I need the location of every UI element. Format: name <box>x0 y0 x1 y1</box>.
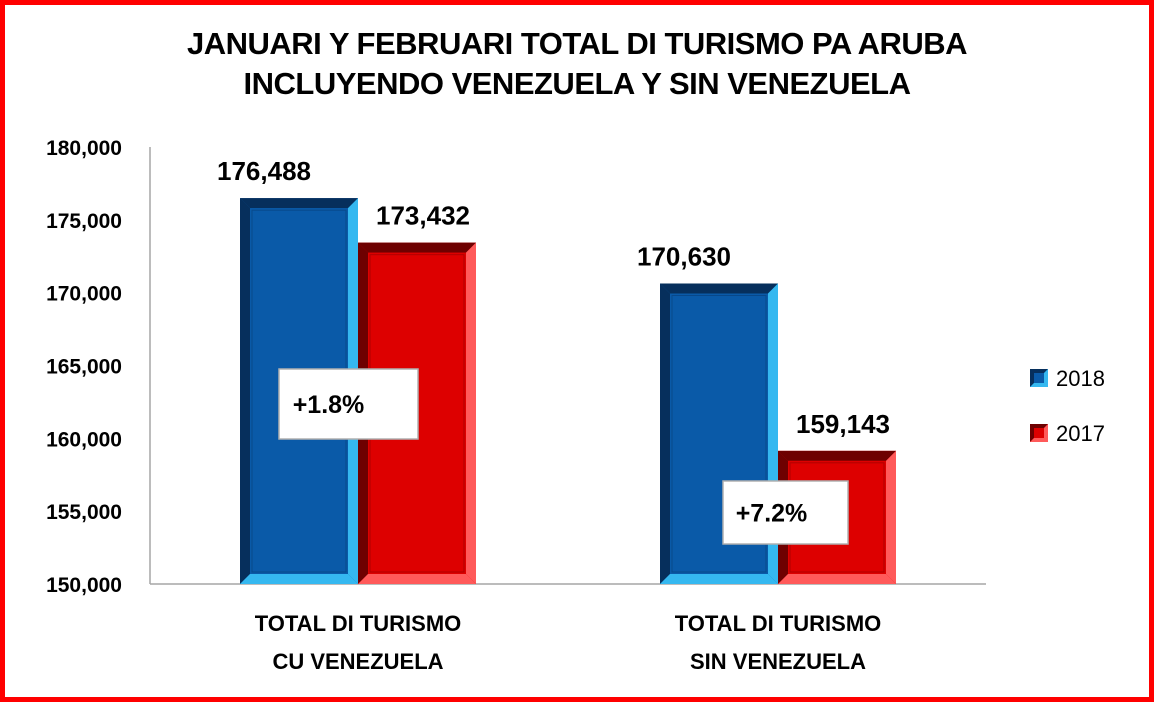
legend-item-2017: 2017 <box>1030 421 1105 446</box>
category-label: TOTAL DI TURISMO <box>255 611 462 636</box>
category-label: TOTAL DI TURISMO <box>675 611 882 636</box>
legend-label: 2018 <box>1056 366 1105 391</box>
legend-label: 2017 <box>1056 421 1105 446</box>
category-label: CU VENEZUELA <box>272 649 443 674</box>
y-tick-label: 155,000 <box>46 501 122 524</box>
growth-annotation: +1.8% <box>278 368 419 440</box>
growth-annotation: +7.2% <box>722 480 849 545</box>
legend-item-2018: 2018 <box>1030 366 1105 391</box>
y-tick-label: 175,000 <box>46 210 122 233</box>
data-label-2018-1: 170,630 <box>637 241 731 271</box>
growth-annotation-text: +1.8% <box>293 391 365 419</box>
y-tick-label: 160,000 <box>46 428 122 451</box>
chart-title-line-1: JANUARI Y FEBRUARI TOTAL DI TURISMO PA A… <box>186 26 968 61</box>
y-tick-label: 150,000 <box>46 574 122 597</box>
chart-title: JANUARI Y FEBRUARI TOTAL DI TURISMO PA A… <box>0 24 1154 104</box>
growth-annotation-text: +7.2% <box>736 500 808 528</box>
y-tick-label: 170,000 <box>46 283 122 306</box>
data-label-2017-0: 173,432 <box>376 201 470 231</box>
data-label-2017-1: 159,143 <box>796 409 890 439</box>
y-tick-label: 165,000 <box>46 356 122 379</box>
category-label: SIN VENEZUELA <box>690 649 866 674</box>
chart-title-line-2: INCLUYENDO VENEZUELA Y SIN VENEZUELA <box>243 66 911 101</box>
data-label-2018-0: 176,488 <box>217 156 311 186</box>
y-tick-label: 180,000 <box>46 137 122 160</box>
